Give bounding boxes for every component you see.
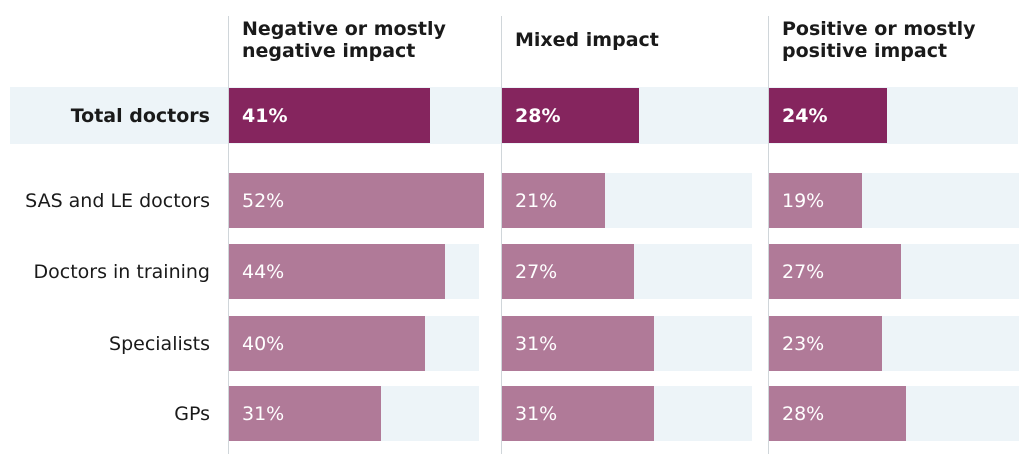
bar-value-label-4-1: 40% <box>242 332 285 355</box>
row-label-5: GPs <box>174 402 210 425</box>
bar-value-label-5-2: 31% <box>515 402 558 425</box>
bar-4-1 <box>229 316 425 371</box>
bar-value-label-3-2: 27% <box>515 260 558 283</box>
bar-5-1 <box>229 386 381 441</box>
bar-value-label-4-3: 23% <box>782 332 825 355</box>
panel-divider-3 <box>768 16 769 454</box>
bar-value-label-4-2: 31% <box>515 332 558 355</box>
row-label-3: Doctors in training <box>33 260 211 283</box>
bar-1-2 <box>502 88 639 143</box>
panel-divider-1 <box>228 16 229 454</box>
panel-title-3: Positive or mostly positive impact <box>782 18 1024 62</box>
bar-value-label-1-3: 24% <box>782 104 828 127</box>
bar-1-3 <box>769 88 887 143</box>
bar-5-3 <box>769 386 906 441</box>
bar-5-2 <box>502 386 654 441</box>
panel-title-text: Positive or mostly positive impact <box>782 18 976 62</box>
bar-value-label-5-3: 28% <box>782 402 825 425</box>
bar-value-label-2-2: 21% <box>515 189 558 212</box>
bar-3-3 <box>769 244 901 299</box>
bar-value-label-2-1: 52% <box>242 189 285 212</box>
panel-divider-2 <box>501 16 502 454</box>
bar-value-label-2-3: 19% <box>782 189 825 212</box>
panel-title-2: Mixed impact <box>515 18 765 62</box>
bar-3-2 <box>502 244 634 299</box>
bar-2-1 <box>229 173 484 228</box>
bar-value-label-1-1: 41% <box>242 104 288 127</box>
panel-title-text: Negative or mostly negative impact <box>242 18 446 62</box>
bar-value-label-3-1: 44% <box>242 260 285 283</box>
panel-title-1: Negative or mostly negative impact <box>242 18 492 62</box>
bar-2-3 <box>769 173 862 228</box>
bar-3-1 <box>229 244 445 299</box>
bar-4-3 <box>769 316 882 371</box>
row-label-4: Specialists <box>109 332 210 355</box>
row-label-2: SAS and LE doctors <box>25 189 210 212</box>
bar-4-2 <box>502 316 654 371</box>
bar-2-2 <box>502 173 605 228</box>
bar-value-label-5-1: 31% <box>242 402 285 425</box>
bar-value-label-3-3: 27% <box>782 260 825 283</box>
panel-title-text: Mixed impact <box>515 29 659 51</box>
bar-value-label-1-2: 28% <box>515 104 561 127</box>
row-label-1: Total doctors <box>70 104 210 127</box>
bar-1-1 <box>229 88 430 143</box>
